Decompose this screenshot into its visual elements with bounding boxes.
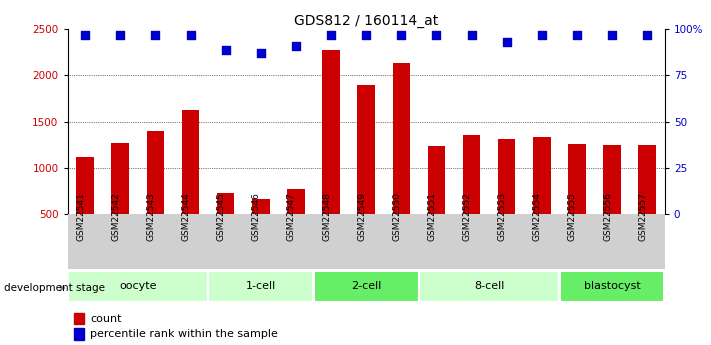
Bar <box>638 145 656 214</box>
Text: GSM22547: GSM22547 <box>287 192 296 241</box>
Text: GSM22542: GSM22542 <box>111 192 120 241</box>
Text: oocyte: oocyte <box>119 281 156 290</box>
Text: GSM22550: GSM22550 <box>392 192 401 241</box>
Point <box>606 32 618 38</box>
Point <box>114 32 126 38</box>
Text: GSM22549: GSM22549 <box>357 192 366 241</box>
Text: GSM22548: GSM22548 <box>322 192 331 241</box>
Bar <box>73 313 85 324</box>
Point <box>185 32 196 38</box>
Bar <box>73 328 85 340</box>
Point <box>80 32 91 38</box>
Bar <box>208 271 313 302</box>
Text: GSM22552: GSM22552 <box>463 192 471 241</box>
Text: GSM22544: GSM22544 <box>181 192 191 241</box>
Point <box>641 32 653 38</box>
Bar <box>112 143 129 214</box>
Point <box>326 32 337 38</box>
Text: development stage: development stage <box>4 283 105 293</box>
Point <box>466 32 477 38</box>
Text: GSM22545: GSM22545 <box>217 192 225 241</box>
Text: percentile rank within the sample: percentile rank within the sample <box>90 329 278 339</box>
Bar <box>427 146 445 214</box>
Bar <box>498 139 515 214</box>
Title: GDS812 / 160114_at: GDS812 / 160114_at <box>294 14 438 28</box>
Text: GSM22556: GSM22556 <box>603 192 612 241</box>
Bar <box>314 271 419 302</box>
Bar <box>568 144 586 214</box>
Text: GSM22553: GSM22553 <box>498 192 507 241</box>
Text: 1-cell: 1-cell <box>245 281 276 290</box>
Point <box>360 32 372 38</box>
Text: GSM22543: GSM22543 <box>146 192 156 241</box>
Point <box>536 32 547 38</box>
Text: GSM22554: GSM22554 <box>533 192 542 241</box>
Bar <box>76 157 94 214</box>
Bar <box>358 85 375 214</box>
Text: 2-cell: 2-cell <box>351 281 381 290</box>
Bar <box>322 50 340 214</box>
Bar <box>217 193 235 214</box>
Point <box>255 51 267 56</box>
Bar <box>182 110 199 214</box>
Point <box>431 32 442 38</box>
Bar <box>560 271 665 302</box>
Text: GSM22551: GSM22551 <box>427 192 437 241</box>
Point <box>395 32 407 38</box>
Bar <box>419 271 559 302</box>
Text: count: count <box>90 314 122 324</box>
Point <box>220 47 231 52</box>
Point <box>290 43 301 49</box>
Text: GSM22546: GSM22546 <box>252 192 261 241</box>
Point <box>571 32 582 38</box>
Bar <box>604 145 621 214</box>
Bar <box>287 189 305 214</box>
Bar <box>252 199 269 214</box>
Text: blastocyst: blastocyst <box>584 281 641 290</box>
Bar <box>463 135 481 214</box>
Bar <box>392 63 410 214</box>
Point <box>501 39 513 45</box>
Text: GSM22555: GSM22555 <box>568 192 577 241</box>
Text: 8-cell: 8-cell <box>474 281 504 290</box>
Point <box>150 32 161 38</box>
Text: GSM22541: GSM22541 <box>76 192 85 241</box>
Bar <box>68 271 208 302</box>
Bar <box>533 137 550 214</box>
Text: GSM22557: GSM22557 <box>638 192 647 241</box>
Bar <box>146 131 164 214</box>
